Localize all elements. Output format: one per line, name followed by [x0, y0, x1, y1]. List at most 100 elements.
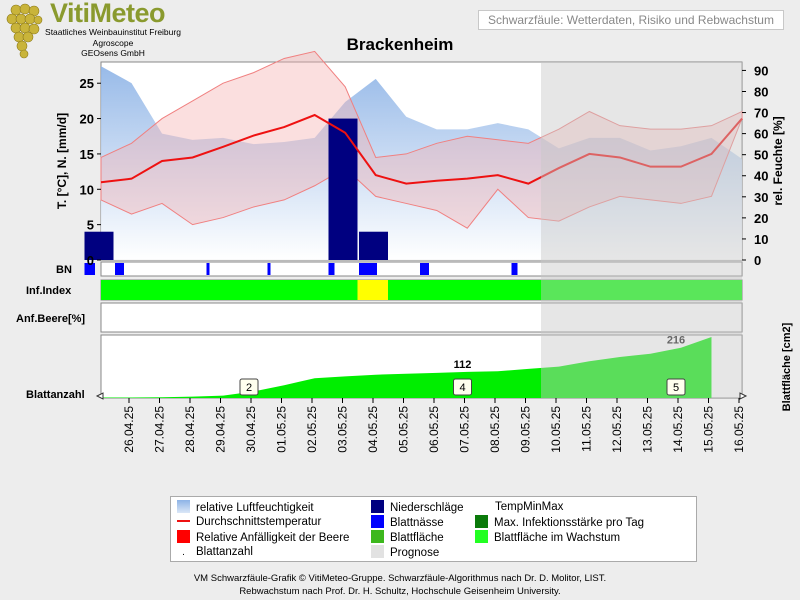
precip-bar [328, 118, 358, 260]
right-tick-label: 40 [754, 169, 768, 184]
footer-line-2: Rebwachstum nach Prof. Dr. H. Schultz, H… [239, 586, 561, 597]
precip-swatch [371, 500, 384, 513]
growth-arrow-right [739, 392, 748, 400]
x-tick-label: 08.05.25 [488, 406, 502, 453]
row-label-0: BN [56, 264, 72, 276]
logo-line-2: Agroscope [92, 38, 134, 48]
leafwet-bar [420, 263, 429, 275]
forecast-shade [541, 62, 742, 398]
temp-avg-line [100, 113, 743, 185]
grey-swatch [371, 545, 384, 558]
x-tick-label: 04.05.25 [366, 406, 380, 453]
x-tick-label: 28.04.25 [183, 406, 197, 453]
left-tick-label: 10 [80, 182, 94, 197]
logo-line-1: Staatliches Weinbauinstitut Freiburg [45, 27, 181, 37]
legend-label: Blattanzahl [196, 546, 253, 558]
legend-item-leaf-area-growing: Blattfläche im Wachstum [475, 530, 620, 545]
footer-line-1: VM Schwarzfäule-Grafik © VitiMeteo-Grupp… [193, 573, 607, 584]
dot-swatch: · [181, 549, 186, 560]
left-tick-label: 0 [87, 253, 94, 268]
legend-item-humidity: relative Luftfeuchtigkeit [177, 500, 314, 515]
x-tick-label: 01.05.25 [275, 406, 289, 453]
right-tick-label: 10 [754, 232, 768, 247]
logo-line-3: GEOsens GmbH [81, 48, 145, 58]
chart-legend: relative Luftfeuchtigkeit Niederschläge … [170, 496, 697, 562]
precip-bar [359, 231, 388, 260]
leafwet-bar [206, 263, 210, 275]
x-tick-label: 06.05.25 [427, 406, 441, 453]
x-tick-label: 02.05.25 [305, 406, 319, 453]
x-tick-label: 07.05.25 [458, 406, 472, 453]
legend-label: Relative Anfälligkeit der Beere [196, 532, 350, 544]
station-title: Brackenheim [346, 35, 454, 54]
x-tick-label: 13.05.25 [641, 406, 655, 453]
precip-bar [84, 231, 114, 260]
right-tick-label: 80 [754, 84, 768, 99]
legend-item-precip: Niederschläge [371, 500, 464, 515]
leaf-count-box [453, 378, 472, 396]
temp-line-swatch [177, 520, 190, 522]
leaf-count-label: 4 [459, 382, 465, 394]
x-tick-label: 12.05.25 [610, 406, 624, 453]
leaf-count-label: 2 [246, 382, 252, 394]
x-tick-label: 29.04.25 [214, 406, 228, 453]
page-subtitle: Schwarzfäule: Wetterdaten, Risiko und Re… [478, 10, 784, 30]
left-tick-label: 15 [80, 147, 94, 162]
leaf-area-axis-title: Blattfläche [cm2] [781, 322, 793, 411]
legend-item-forecast: Prognose [371, 545, 439, 560]
legend-item-leafwet: Blattnässe [371, 515, 444, 530]
x-tick-label: 05.05.25 [397, 406, 411, 453]
leafwet-bar [359, 263, 377, 275]
infection-index-yellow [357, 280, 388, 300]
legend-label: Niederschläge [390, 502, 464, 514]
humidity-swatch [177, 500, 190, 513]
x-tick-label: 30.04.25 [244, 406, 258, 453]
right-tick-label: 20 [754, 211, 768, 226]
leafwet-swatch [371, 515, 384, 528]
x-tick-label: 09.05.25 [519, 406, 533, 453]
row-label-2: Anf.Beere[%] [16, 313, 85, 325]
right-tick-label: 0 [754, 253, 761, 268]
legend-item-berry-susceptibility: Relative Anfälligkeit der Beere [177, 530, 349, 545]
temp-minmax-band [100, 50, 743, 229]
lime-swatch [475, 530, 488, 543]
infection-index-bar [101, 280, 742, 300]
right-tick-label: 60 [754, 127, 768, 142]
legend-item-tempminmax: TempMinMax [495, 500, 563, 515]
legend-label: relative Luftfeuchtigkeit [196, 502, 314, 514]
left-tick-label: 20 [80, 112, 94, 127]
leaf-count-label: 5 [673, 382, 679, 394]
left-tick-label: 25 [80, 76, 94, 91]
right-tick-label: 30 [754, 190, 768, 205]
row-label-1: Inf.Index [26, 285, 72, 297]
x-tick-label: 03.05.25 [336, 406, 350, 453]
leaf-count-box [239, 378, 259, 396]
darkgreen-swatch [475, 515, 488, 528]
leafwet-bar [511, 263, 518, 275]
leafwet-bar [84, 263, 95, 275]
legend-item-leaf-area: Blattfläche [371, 530, 444, 545]
x-tick-label: 16.05.25 [732, 406, 746, 453]
legend-label: TempMinMax [495, 501, 564, 513]
leafwet-bar [115, 263, 124, 275]
x-tick-label: 26.04.25 [122, 406, 136, 453]
logo-title: VitiMeteo [50, 0, 166, 28]
legend-label: Durchschnittstemperatur [196, 516, 322, 528]
x-tick-label: 27.04.25 [153, 406, 167, 453]
grape-icon [6, 3, 43, 59]
left-tick-label: 5 [87, 218, 94, 233]
legend-label: Max. Infektionsstärke pro Tag [494, 517, 644, 529]
legend-label: Blattfläche im Wachstum [494, 532, 621, 544]
vitimeteo-logo: VitiMeteo Staatliches Weinbauinstitut Fr… [2, 0, 188, 60]
right-tick-label: 50 [754, 148, 768, 163]
x-tick-label: 10.05.25 [549, 406, 563, 453]
red-swatch [177, 530, 190, 543]
right-tick-label: 70 [754, 106, 768, 121]
legend-item-leaf-count: · Blattanzahl [177, 545, 253, 560]
legend-label: Blattfläche [390, 532, 444, 544]
left-axis-title: T. [°C], N. [mm/d] [55, 113, 69, 209]
leafwet-bar [328, 263, 335, 275]
leaf-count-box [666, 378, 686, 396]
x-tick-label: 15.05.25 [702, 406, 716, 453]
